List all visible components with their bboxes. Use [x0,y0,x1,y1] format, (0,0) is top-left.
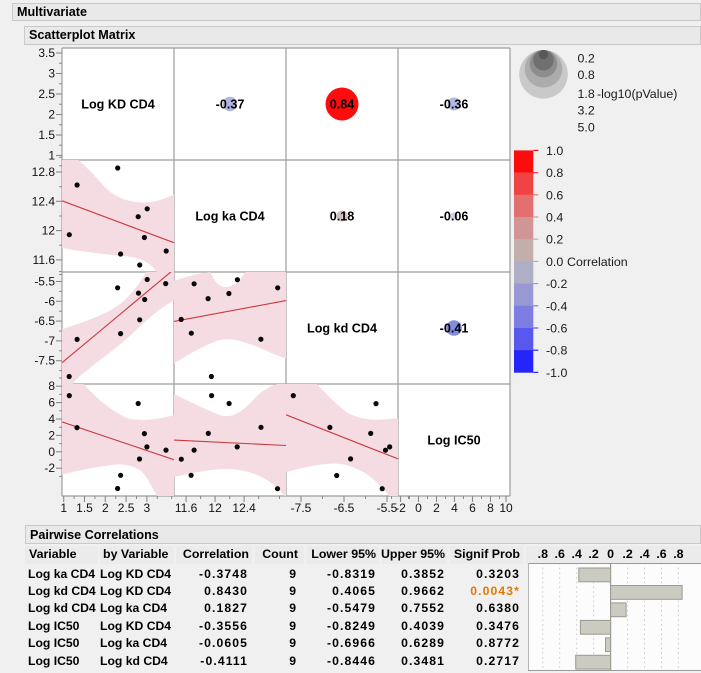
svg-text:-0.36: -0.36 [440,98,469,112]
svg-text:11.6: 11.6 [175,501,198,515]
svg-text:-7.5: -7.5 [34,354,55,368]
svg-text:-6.5: -6.5 [334,501,355,515]
svg-text:1.8: 1.8 [578,87,595,101]
svg-text:-0.37: -0.37 [216,98,245,112]
svg-text:-0.4: -0.4 [546,299,567,313]
svg-text:-0.6: -0.6 [546,322,567,336]
svg-text:4: 4 [48,412,55,426]
svg-text:11.6: 11.6 [33,253,56,267]
svg-text:Log ka CD4: Log ka CD4 [195,210,264,224]
svg-text:1: 1 [48,149,55,163]
svg-text:-1.0: -1.0 [546,366,567,380]
svg-text:-6: -6 [44,294,55,308]
svg-text:6: 6 [48,396,55,410]
svg-text:0.18: 0.18 [330,210,355,224]
svg-text:Log KD CD4: Log KD CD4 [81,98,154,112]
svg-text:8: 8 [48,379,55,393]
svg-text:2: 2 [433,501,440,515]
svg-text:2: 2 [102,501,109,515]
svg-text:0.8: 0.8 [578,68,595,82]
svg-text:3: 3 [144,501,151,515]
svg-text:12.4: 12.4 [32,194,56,208]
svg-text:0: 0 [48,445,55,459]
svg-text:3.5: 3.5 [38,46,55,60]
svg-text:4: 4 [451,501,458,515]
svg-text:1.0: 1.0 [546,144,563,158]
svg-text:Log IC50: Log IC50 [427,434,480,448]
svg-text:-7.5: -7.5 [291,501,312,515]
svg-text:12.8: 12.8 [32,165,56,179]
svg-text:2.5: 2.5 [38,87,55,101]
svg-text:-6.5: -6.5 [34,314,55,328]
svg-text:12: 12 [208,501,222,515]
svg-text:0.0: 0.0 [546,255,563,269]
svg-text:3.2: 3.2 [578,103,595,117]
svg-text:1: 1 [60,501,67,515]
svg-text:-2: -2 [44,461,55,475]
svg-text:5.0: 5.0 [578,121,595,135]
svg-text:-0.06: -0.06 [440,210,469,224]
svg-text:2.5: 2.5 [118,501,135,515]
svg-text:-2: -2 [395,501,406,515]
svg-text:1.5: 1.5 [38,128,55,142]
svg-text:-0.8: -0.8 [546,344,567,358]
svg-text:1.5: 1.5 [76,501,93,515]
svg-text:3: 3 [48,67,55,81]
svg-text:12: 12 [42,224,56,238]
svg-text:-5.5: -5.5 [377,501,398,515]
svg-text:-log10(pValue): -log10(pValue) [597,87,677,101]
svg-text:8: 8 [487,501,494,515]
svg-text:0: 0 [415,501,422,515]
svg-text:2: 2 [48,108,55,122]
svg-text:10: 10 [499,501,513,515]
svg-text:0.8: 0.8 [546,166,563,180]
svg-text:-0.41: -0.41 [440,322,469,336]
svg-text:6: 6 [469,501,476,515]
svg-text:12.4: 12.4 [232,501,256,515]
svg-text:Correlation: Correlation [567,255,628,269]
svg-text:0.4: 0.4 [546,211,563,225]
svg-text:0.2: 0.2 [578,52,595,66]
svg-text:Log kd CD4: Log kd CD4 [307,322,377,336]
svg-text:-5.5: -5.5 [34,275,55,289]
svg-text:0.2: 0.2 [546,233,563,247]
svg-text:0.6: 0.6 [546,188,563,202]
svg-text:-7: -7 [44,334,55,348]
svg-text:0.84: 0.84 [330,98,355,112]
svg-text:-0.2: -0.2 [546,277,567,291]
svg-text:2: 2 [48,428,55,442]
